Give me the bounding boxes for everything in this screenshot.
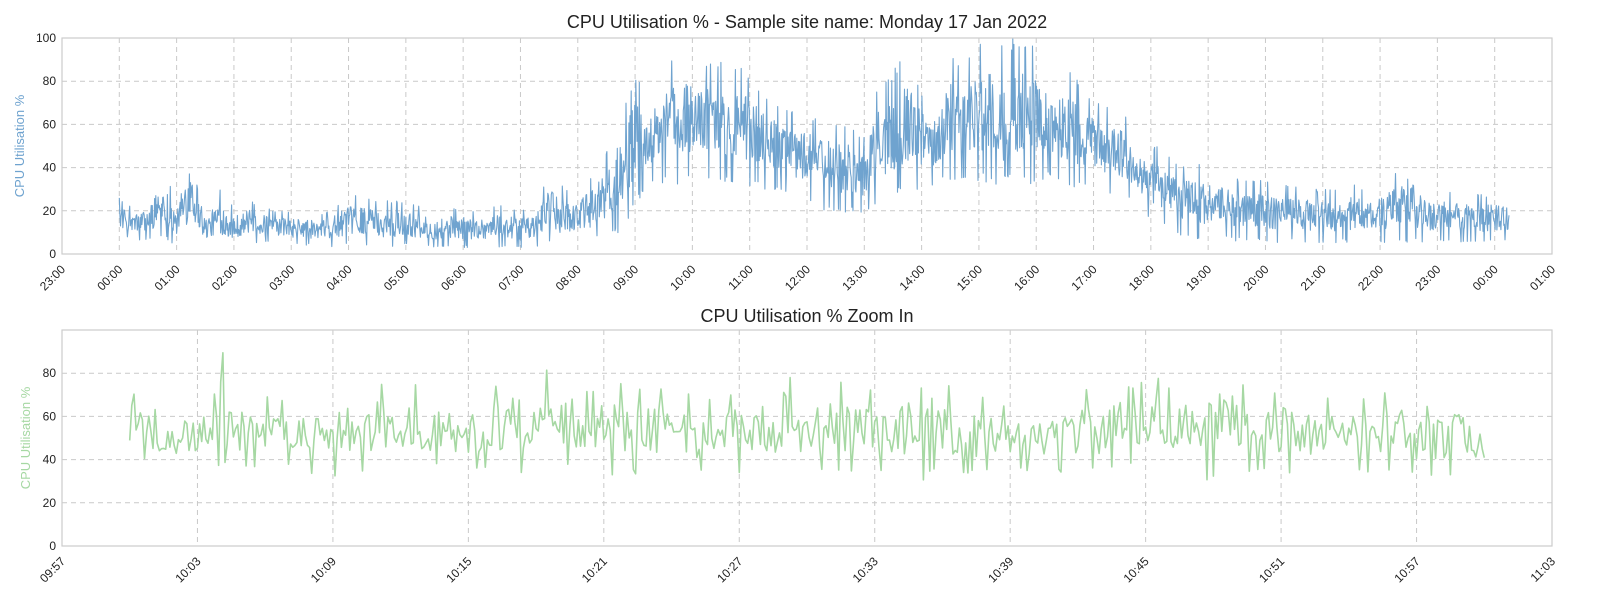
x-tick-label: 05:00 bbox=[381, 262, 412, 293]
y-tick-label: 40 bbox=[43, 161, 57, 175]
x-tick-label: 09:57 bbox=[37, 554, 68, 585]
x-tick-label: 00:00 bbox=[1470, 262, 1501, 293]
y-tick-label: 80 bbox=[43, 366, 57, 380]
x-tick-label: 10:57 bbox=[1392, 554, 1423, 585]
chart-title: CPU Utilisation % - Sample site name: Mo… bbox=[567, 12, 1047, 32]
y-tick-label: 20 bbox=[43, 204, 57, 218]
x-tick-label: 07:00 bbox=[495, 262, 526, 293]
x-tick-label: 20:00 bbox=[1240, 262, 1271, 293]
y-tick-label: 0 bbox=[49, 539, 56, 553]
x-tick-label: 10:39 bbox=[985, 554, 1016, 585]
x-tick-label: 06:00 bbox=[438, 262, 469, 293]
x-tick-label: 23:00 bbox=[37, 262, 68, 293]
x-tick-label: 10:00 bbox=[667, 262, 698, 293]
x-tick-label: 11:03 bbox=[1528, 554, 1559, 585]
y-tick-label: 100 bbox=[36, 31, 56, 45]
x-tick-label: 10:27 bbox=[714, 554, 745, 585]
y-tick-label: 80 bbox=[43, 74, 57, 88]
x-tick-label: 23:00 bbox=[1412, 262, 1443, 293]
y-tick-label: 20 bbox=[43, 496, 57, 510]
x-tick-label: 10:09 bbox=[308, 554, 339, 585]
x-tick-label: 02:00 bbox=[209, 262, 240, 293]
x-tick-label: 16:00 bbox=[1011, 262, 1042, 293]
x-tick-label: 12:00 bbox=[782, 262, 813, 293]
x-tick-label: 03:00 bbox=[266, 262, 297, 293]
x-tick-label: 13:00 bbox=[839, 262, 870, 293]
x-tick-label: 14:00 bbox=[897, 262, 928, 293]
chart-title: CPU Utilisation % Zoom In bbox=[700, 306, 913, 326]
x-tick-label: 18:00 bbox=[1126, 262, 1157, 293]
x-tick-label: 01:00 bbox=[1527, 262, 1558, 293]
x-tick-label: 10:51 bbox=[1256, 554, 1287, 585]
x-tick-label: 04:00 bbox=[324, 262, 355, 293]
x-tick-label: 15:00 bbox=[954, 262, 985, 293]
y-tick-label: 60 bbox=[43, 117, 57, 131]
plot-frame bbox=[61, 329, 1553, 547]
series-line bbox=[118, 38, 1510, 248]
x-tick-label: 19:00 bbox=[1183, 262, 1214, 293]
x-tick-label: 10:21 bbox=[579, 554, 610, 585]
x-tick-label: 11:00 bbox=[725, 262, 756, 293]
cpu-utilisation-zoom-chart: 0 20 40 60 80 09:57 10:03 10:09 10:15 10:21 10:27… bbox=[18, 306, 1558, 585]
y-axis-label: CPU Utilisation % bbox=[18, 386, 33, 489]
x-tick-label: 09:00 bbox=[610, 262, 641, 293]
x-tick-label: 10:33 bbox=[850, 554, 881, 585]
series-line bbox=[128, 352, 1486, 481]
x-tick-label: 00:00 bbox=[94, 262, 125, 293]
x-tick-label: 22:00 bbox=[1355, 262, 1386, 293]
x-tick-label: 10:45 bbox=[1121, 554, 1152, 585]
x-tick-label: 08:00 bbox=[553, 262, 584, 293]
x-tick-label: 21:00 bbox=[1298, 262, 1329, 293]
x-tick-label: 10:03 bbox=[172, 554, 203, 585]
y-tick-label: 40 bbox=[43, 453, 57, 467]
y-tick-label: 0 bbox=[49, 247, 56, 261]
y-tick-label: 60 bbox=[43, 409, 57, 423]
x-tick-label: 01:00 bbox=[152, 262, 183, 293]
y-axis-label: CPU Utilisation % bbox=[12, 94, 27, 197]
x-tick-label: 17:00 bbox=[1069, 262, 1100, 293]
cpu-utilisation-chart: 0 20 40 60 80 100 23:00 00:00 01:00 02:00 03:00 04… bbox=[12, 12, 1558, 293]
x-tick-label: 10:15 bbox=[443, 554, 474, 585]
plot-frame bbox=[61, 37, 1553, 255]
